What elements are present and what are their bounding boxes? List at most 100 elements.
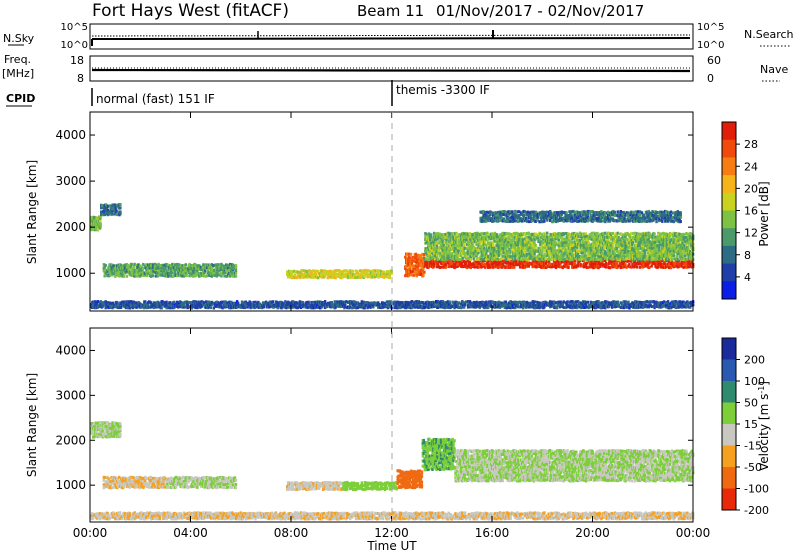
echo-cell: [647, 237, 650, 241]
echo-cell: [686, 241, 689, 245]
echo-cell: [123, 263, 127, 267]
echo-cell: [613, 252, 617, 256]
echo-cell: [329, 272, 332, 276]
echo-cell: [648, 232, 651, 236]
echo-cell: [551, 252, 555, 256]
echo-cell: [514, 251, 517, 255]
echo-cell: [151, 266, 155, 269]
echo-cell: [424, 260, 427, 264]
echo-cell: [658, 248, 661, 252]
echo-cell: [104, 268, 107, 272]
echo-cell: [629, 240, 632, 244]
echo-cell: [149, 267, 153, 270]
cpid-segment-1: normal (fast) 151 IF: [96, 92, 215, 106]
echo-cell: [227, 266, 230, 270]
echo-cell: [533, 252, 536, 255]
echo-cell: [445, 238, 448, 242]
echo-cell: [613, 259, 617, 263]
echo-cell: [668, 249, 672, 253]
echo-cell: [567, 265, 570, 269]
echo-cell: [627, 245, 630, 249]
echo-cell: [512, 239, 515, 242]
echo-cell: [135, 263, 138, 267]
echo-cell: [518, 210, 521, 214]
echo-cell: [458, 259, 461, 263]
echo-cell: [636, 258, 640, 262]
echo-cell: [312, 272, 315, 276]
echo-cell: [271, 300, 275, 304]
echo-cell: [553, 260, 557, 263]
echo-cell: [521, 258, 525, 262]
echo-cell: [306, 270, 309, 274]
freq-unit: [MHz]: [2, 67, 34, 80]
echo-cell: [422, 266, 425, 270]
echo-cell: [126, 264, 130, 267]
nsky-tick-top: 10^5: [61, 22, 88, 33]
echo-cell: [101, 206, 104, 209]
echo-cell: [633, 233, 636, 237]
freq-trace: [91, 68, 691, 73]
echo-cell: [511, 220, 514, 223]
echo-cell: [380, 275, 384, 278]
echo-cell: [449, 244, 452, 248]
echo-cell: [572, 244, 575, 248]
echo-cell: [447, 257, 450, 260]
echo-cell: [492, 254, 496, 258]
echo-cell: [439, 258, 442, 262]
echo-cell: [589, 246, 592, 250]
echo-cell: [421, 256, 424, 260]
echo-cell: [433, 246, 437, 250]
echo-cell: [680, 233, 683, 236]
echo-cell: [610, 236, 614, 239]
echo-cell: [626, 241, 629, 245]
echo-cell: [680, 255, 683, 259]
echo-cell: [559, 265, 562, 269]
echo-cell: [116, 269, 119, 273]
echo-cell: [526, 210, 530, 214]
echo-cell: [552, 263, 556, 266]
nsky-tick-bottom: 10^0: [61, 40, 88, 51]
echo-cell: [600, 242, 603, 246]
echo-cell: [627, 249, 630, 253]
echo-cell: [675, 254, 678, 258]
echo-cell: [511, 241, 514, 245]
echo-cell: [565, 241, 568, 244]
nsky-label: N.Sky: [3, 32, 35, 45]
echo-cell: [203, 270, 207, 274]
echo-cell: [405, 268, 408, 272]
echo-cell: [146, 274, 149, 278]
echo-cell: [642, 213, 646, 217]
echo-cell: [517, 232, 520, 236]
echo-cell: [498, 241, 501, 245]
echo-cell: [496, 210, 500, 214]
echo-cell: [539, 254, 542, 258]
echo-cell: [602, 248, 605, 252]
echo-cell: [569, 252, 572, 256]
echo-cell: [524, 256, 528, 260]
echo-cell: [110, 212, 113, 216]
echo-cell: [500, 251, 503, 255]
echo-cell: [514, 257, 517, 261]
echo-cell: [487, 265, 490, 269]
nsky-trace: [91, 37, 691, 40]
echo-cell: [319, 273, 323, 277]
echo-cell: [578, 231, 582, 235]
echo-cell: [660, 243, 663, 247]
echo-cell: [613, 265, 617, 269]
freq-tick-top: 18: [70, 54, 84, 67]
echo-cell: [305, 272, 308, 276]
echo-cell: [442, 244, 445, 248]
echo-cell: [390, 271, 393, 275]
echo-cell: [599, 265, 602, 268]
echo-cell: [485, 258, 488, 262]
echo-cell: [473, 239, 476, 243]
echo-cell: [384, 275, 388, 279]
echo-cell: [523, 240, 527, 244]
echo-cell: [547, 238, 551, 242]
echo-cell: [514, 215, 517, 219]
echo-cell: [115, 209, 118, 213]
echo-cell: [472, 237, 475, 241]
echo-cell: [588, 237, 591, 241]
echo-cell: [667, 246, 671, 249]
echo-cell: [190, 272, 193, 275]
